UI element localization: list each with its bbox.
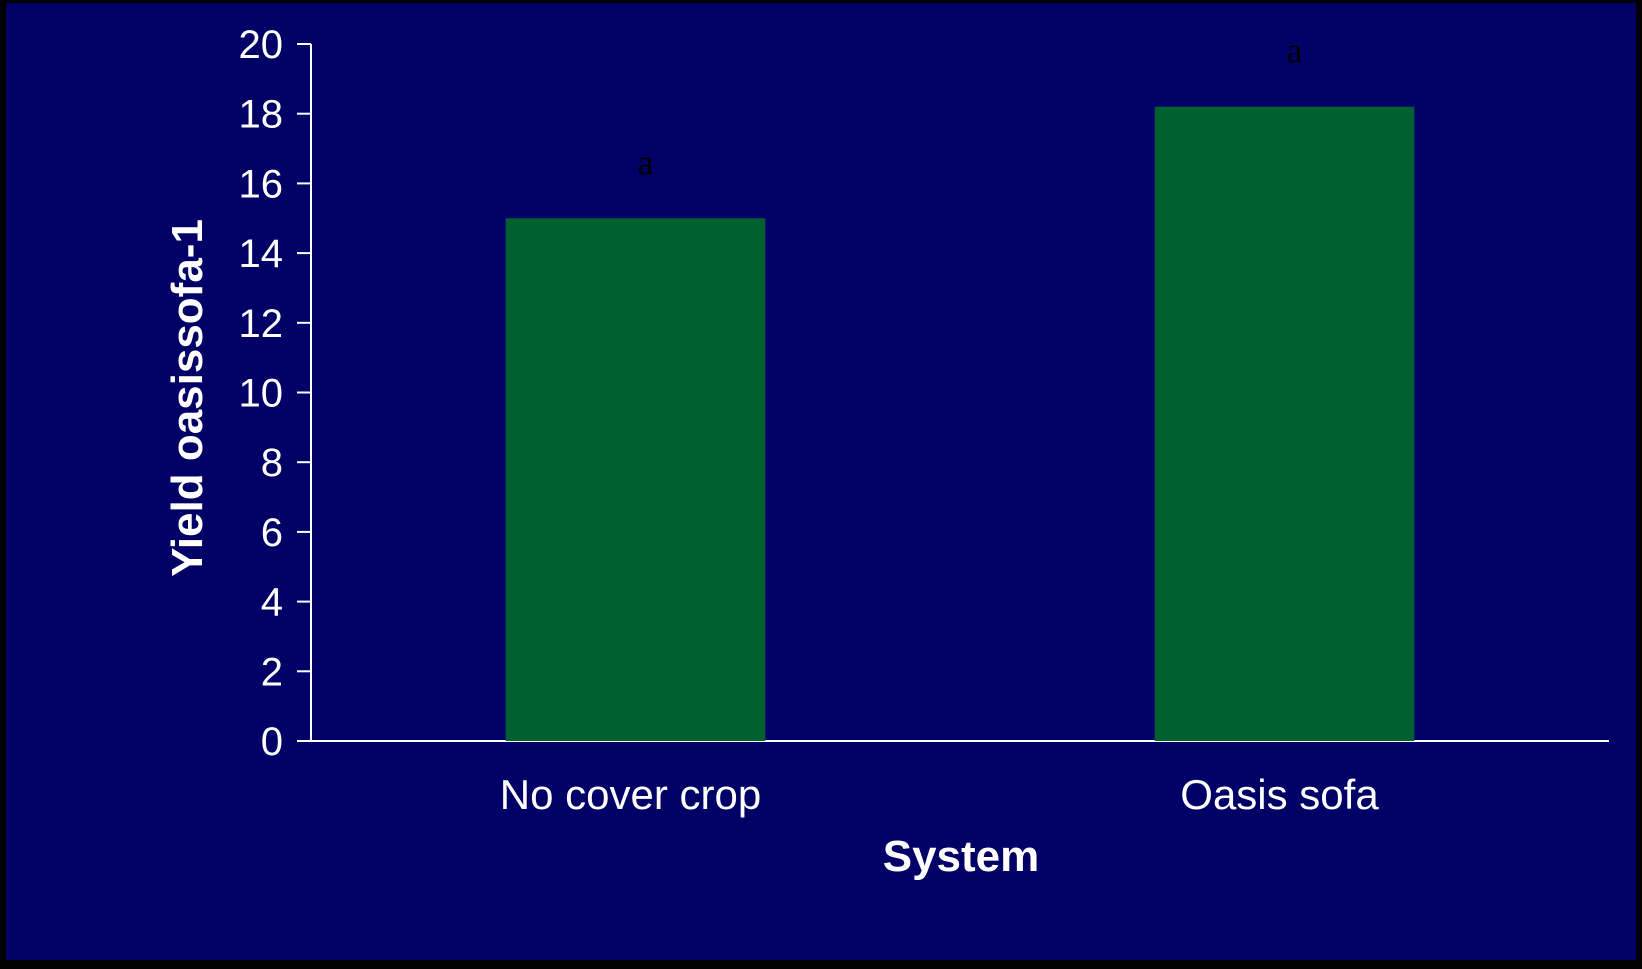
y-tick-label: 18 (239, 93, 284, 137)
bars (505, 106, 1415, 742)
x-tick-label: Oasis sofa (1180, 771, 1379, 818)
y-tick-label: 14 (239, 232, 284, 276)
y-tick-label: 0 (261, 720, 283, 764)
bar-oasis-sofa (1154, 106, 1415, 742)
y-tick-label: 20 (239, 23, 284, 67)
y-axis: 0 2 4 6 8 10 12 14 16 18 20 (239, 23, 312, 764)
y-axis-title: Yield oasissofa-1 (163, 219, 212, 577)
x-tick-label: No cover crop (500, 771, 761, 818)
y-tick-label: 12 (239, 302, 284, 346)
y-tick-label: 6 (261, 511, 283, 555)
y-tick-label: 16 (239, 162, 284, 206)
significance-letter: a (638, 142, 654, 182)
x-axis-title: System (883, 832, 1040, 881)
y-tick-label: 4 (261, 581, 283, 625)
y-tick-label: 2 (261, 650, 283, 694)
significance-letter: a (1287, 31, 1303, 71)
y-tick-label: 10 (239, 372, 284, 416)
bar-no-cover-crop (505, 218, 766, 741)
category-labels: No cover crop Oasis sofa (500, 771, 1380, 818)
significance-letters: aa (638, 31, 1303, 183)
y-tick-label: 8 (261, 441, 283, 485)
